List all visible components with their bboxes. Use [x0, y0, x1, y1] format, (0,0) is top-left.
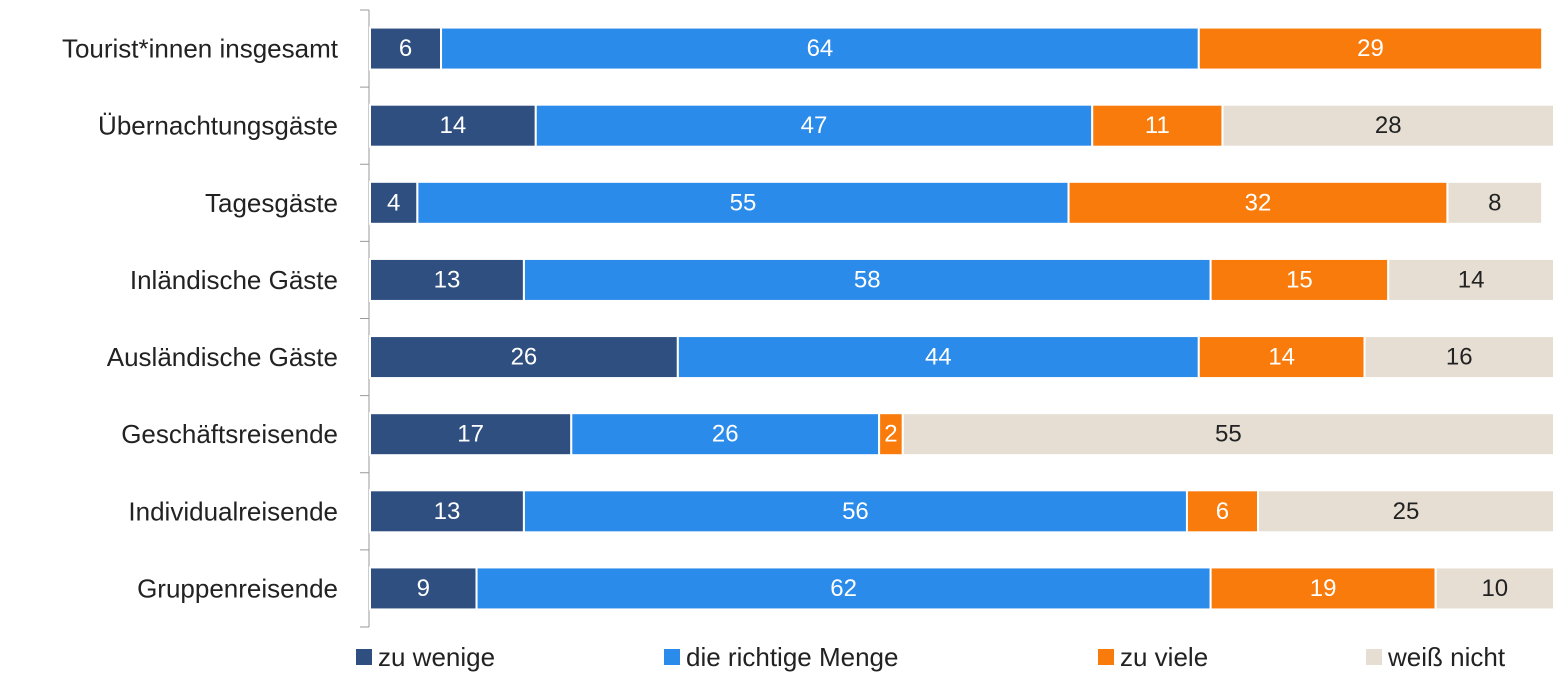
category-label: Ausländische Gäste — [107, 342, 338, 372]
category-label: Geschäftsreisende — [121, 419, 338, 449]
bar-segment — [1185, 489, 1259, 534]
value-label: 6 — [399, 35, 412, 62]
bar-segment — [1363, 335, 1554, 380]
value-label: 14 — [1268, 344, 1295, 371]
bar-segment — [1209, 257, 1390, 302]
value-label: 15 — [1286, 266, 1313, 293]
bar-segment — [901, 412, 1554, 457]
bar-segment — [369, 489, 525, 534]
legend-label: weiß nicht — [1387, 642, 1506, 672]
value-label: 13 — [434, 498, 461, 525]
bar-segment — [534, 103, 1094, 148]
bar-segment — [440, 26, 1200, 71]
value-label: 64 — [807, 35, 834, 62]
bar-segment — [1067, 180, 1449, 225]
bar-segment — [1197, 26, 1544, 71]
value-label: 9 — [417, 575, 430, 602]
bar-segment — [1197, 335, 1366, 380]
value-label: 14 — [1458, 266, 1485, 293]
value-label: 19 — [1310, 575, 1337, 602]
category-label: Individualreisende — [128, 496, 338, 526]
value-label: 25 — [1393, 498, 1420, 525]
value-label: 44 — [925, 344, 952, 371]
bar-segment — [1387, 257, 1554, 302]
value-label: 17 — [457, 421, 484, 448]
category-label: Gruppenreisende — [137, 573, 338, 603]
value-label: 55 — [1215, 421, 1242, 448]
value-label: 62 — [830, 575, 857, 602]
value-label: 4 — [387, 189, 400, 216]
category-label: Tagesgäste — [205, 188, 338, 218]
bar-segment — [1257, 489, 1554, 534]
value-label: 16 — [1446, 344, 1473, 371]
category-label: Übernachtungsgäste — [98, 111, 338, 141]
value-label: 32 — [1245, 189, 1272, 216]
value-label: 14 — [440, 112, 467, 139]
bar-segment — [1209, 566, 1437, 611]
legend-label: zu viele — [1120, 642, 1208, 672]
value-label: 2 — [884, 421, 897, 448]
bar-segment — [522, 489, 1188, 534]
value-label: 10 — [1481, 575, 1508, 602]
value-label: 13 — [434, 266, 461, 293]
bar-segment — [416, 180, 1070, 225]
legend-label: die richtige Menge — [686, 642, 898, 672]
category-label: Inländische Gäste — [130, 265, 338, 295]
bar-segment — [570, 412, 881, 457]
bar-segment — [522, 257, 1212, 302]
legend-label: zu wenige — [378, 642, 495, 672]
value-label: 11 — [1145, 112, 1170, 139]
value-label: 26 — [511, 344, 538, 371]
category-label: Tourist*innen insgesamt — [62, 34, 339, 64]
legend-swatch — [1098, 649, 1114, 665]
bar-segment — [1434, 566, 1554, 611]
legend-swatch — [1366, 649, 1382, 665]
bar-segment — [1091, 103, 1224, 148]
value-label: 8 — [1488, 189, 1501, 216]
value-label: 58 — [854, 266, 881, 293]
bar-segment — [369, 335, 679, 380]
value-label: 6 — [1216, 498, 1229, 525]
value-label: 29 — [1357, 35, 1384, 62]
value-label: 26 — [712, 421, 739, 448]
value-label: 47 — [801, 112, 828, 139]
legend-swatch — [664, 649, 680, 665]
bar-segment — [369, 566, 478, 611]
bar-segment — [369, 103, 537, 148]
bar-segment — [676, 335, 1200, 380]
value-label: 56 — [842, 498, 869, 525]
value-label: 55 — [730, 189, 757, 216]
bar-segment — [1446, 180, 1544, 225]
legend-swatch — [356, 649, 372, 665]
bar-segment — [1221, 103, 1554, 148]
value-label: 28 — [1375, 112, 1402, 139]
bar-segment — [369, 180, 419, 225]
